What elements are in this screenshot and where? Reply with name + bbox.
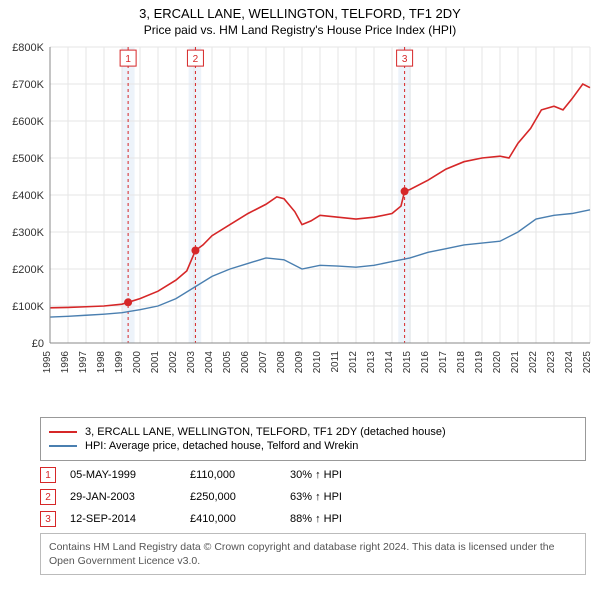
x-tick-label: 1995: [42, 351, 53, 374]
x-tick-label: 2003: [186, 351, 197, 374]
sale-row-pct: 88% ↑ HPI: [290, 513, 400, 525]
x-tick-label: 2022: [528, 351, 539, 374]
x-tick-label: 2010: [312, 351, 323, 374]
sale-row-price: £110,000: [190, 469, 290, 481]
sales-table: 1 05-MAY-1999£110,00030% ↑ HPI 2 29-JAN-200…: [40, 467, 586, 527]
attribution-notice: Contains HM Land Registry data © Crown c…: [40, 533, 586, 575]
x-tick-label: 2014: [384, 351, 395, 374]
legend-label: HPI: Average price, detached house, Telf…: [85, 440, 358, 452]
y-tick-label: £700K: [12, 79, 44, 91]
y-tick-label: £400K: [12, 190, 44, 202]
title-subtitle: Price paid vs. HM Land Registry's House …: [0, 23, 600, 37]
y-tick-label: £500K: [12, 153, 44, 165]
chart-area: 1 2 3 £0 £100K £200K £300K £400K £500K £600K £700K…: [0, 39, 600, 409]
legend-item: 3, ERCALL LANE, WELLINGTON, TELFORD, TF1…: [49, 426, 577, 438]
sale-row-date: 05-MAY-1999: [70, 469, 190, 481]
x-tick-label: 2015: [402, 351, 413, 374]
x-tick-label: 2005: [222, 351, 233, 374]
y-tick-label: £200K: [12, 264, 44, 276]
x-tick-label: 2025: [582, 351, 593, 374]
x-tick-label: 1999: [114, 351, 125, 374]
sale-row-price: £250,000: [190, 491, 290, 503]
x-tick-label: 2004: [204, 351, 215, 374]
sale-row-price: £410,000: [190, 513, 290, 525]
y-tick-label: £600K: [12, 116, 44, 128]
y-tick-label: £0: [32, 338, 44, 350]
x-tick-label: 2018: [456, 351, 467, 374]
sale-row-marker: 1: [40, 467, 56, 483]
x-tick-label: 2017: [438, 351, 449, 374]
x-tick-label: 2008: [276, 351, 287, 374]
y-tick-label: £800K: [12, 42, 44, 54]
x-tick-label: 2002: [168, 351, 179, 374]
x-tick-label: 2011: [330, 351, 341, 373]
x-tick-label: 2012: [348, 351, 359, 374]
x-tick-label: 2021: [510, 351, 521, 374]
sale-row-date: 12-SEP-2014: [70, 513, 190, 525]
x-tick-label: 1997: [78, 351, 89, 374]
sale-row: 1 05-MAY-1999£110,00030% ↑ HPI: [40, 467, 586, 483]
legend-swatch: [49, 431, 77, 433]
x-tick-label: 1996: [60, 351, 71, 374]
sale-row: 2 29-JAN-2003£250,00063% ↑ HPI: [40, 489, 586, 505]
x-tick-label: 2024: [564, 351, 575, 374]
legend: 3, ERCALL LANE, WELLINGTON, TELFORD, TF1…: [40, 417, 586, 461]
x-tick-label: 2009: [294, 351, 305, 374]
sale-row-pct: 30% ↑ HPI: [290, 469, 400, 481]
chart-svg: 1 2 3 £0 £100K £200K £300K £400K £500K £600K £700K…: [0, 39, 600, 409]
title-block: 3, ERCALL LANE, WELLINGTON, TELFORD, TF1…: [0, 0, 600, 39]
x-tick-label: 2000: [132, 351, 143, 374]
sale-point: [124, 298, 132, 306]
legend-item: HPI: Average price, detached house, Telf…: [49, 440, 577, 452]
x-tick-label: 2019: [474, 351, 485, 374]
y-tick-label: £100K: [12, 301, 44, 313]
sale-row-pct: 63% ↑ HPI: [290, 491, 400, 503]
x-tick-label: 2007: [258, 351, 269, 374]
sale-row: 3 12-SEP-2014£410,00088% ↑ HPI: [40, 511, 586, 527]
sale-marker-label: 2: [193, 54, 199, 65]
sale-row-marker: 3: [40, 511, 56, 527]
x-tick-label: 1998: [96, 351, 107, 374]
x-tick-label: 2001: [150, 351, 161, 374]
sale-row-marker: 2: [40, 489, 56, 505]
x-tick-label: 2013: [366, 351, 377, 374]
sale-point: [191, 247, 199, 255]
y-tick-label: £300K: [12, 227, 44, 239]
title-address: 3, ERCALL LANE, WELLINGTON, TELFORD, TF1…: [0, 6, 600, 21]
sale-marker-label: 1: [125, 54, 131, 65]
chart-container: 3, ERCALL LANE, WELLINGTON, TELFORD, TF1…: [0, 0, 600, 575]
sale-marker-label: 3: [402, 54, 408, 65]
x-tick-label: 2023: [546, 351, 557, 374]
sale-row-date: 29-JAN-2003: [70, 491, 190, 503]
x-tick-label: 2020: [492, 351, 503, 374]
x-tick-label: 2006: [240, 351, 251, 374]
legend-label: 3, ERCALL LANE, WELLINGTON, TELFORD, TF1…: [85, 426, 446, 438]
x-tick-label: 2016: [420, 351, 431, 374]
sale-point: [401, 187, 409, 195]
legend-swatch: [49, 445, 77, 447]
